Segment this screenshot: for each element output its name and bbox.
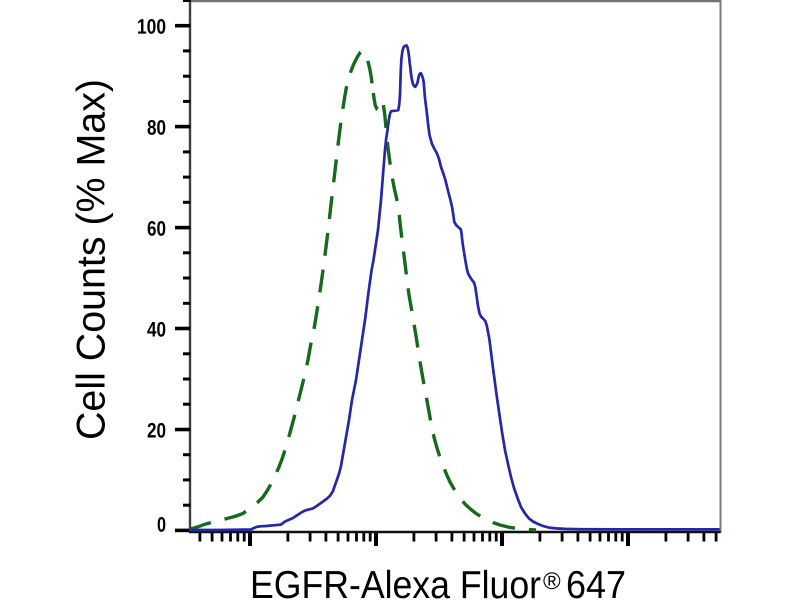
svg-text:60: 60: [147, 218, 166, 241]
svg-text:EGFR-Alexa Fluor: EGFR-Alexa Fluor: [250, 564, 541, 600]
svg-text:0: 0: [157, 514, 166, 537]
svg-text:100: 100: [137, 16, 166, 39]
svg-text:Cell Counts (% Max): Cell Counts (% Max): [70, 79, 114, 440]
svg-text:40: 40: [147, 318, 166, 341]
svg-text:20: 20: [147, 419, 166, 442]
svg-text:®: ®: [543, 568, 561, 595]
svg-text:647: 647: [566, 564, 626, 600]
svg-text:80: 80: [147, 117, 166, 140]
